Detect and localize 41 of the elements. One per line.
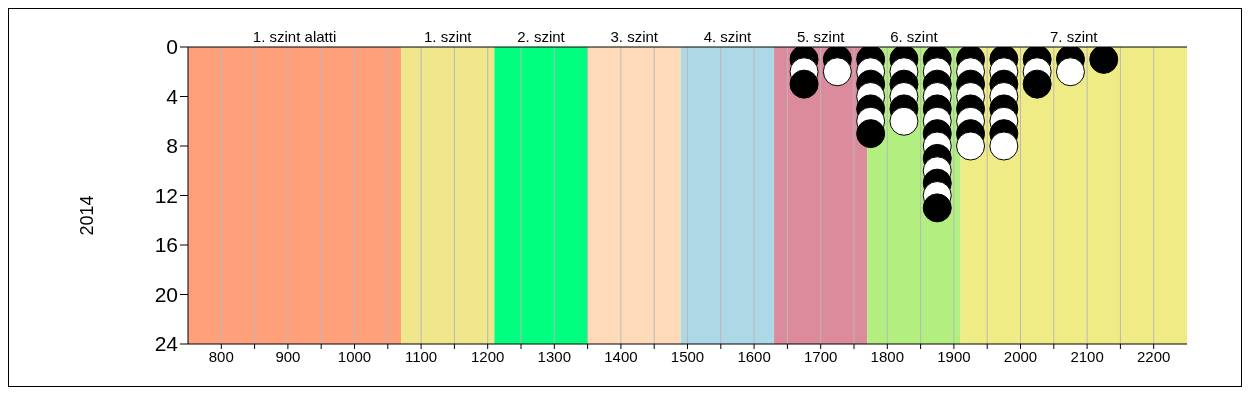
x-tick-label: 1500 [670,347,705,365]
band-label: 1. szint [423,28,473,45]
x-tick-label: 1700 [804,347,838,365]
point [856,119,886,149]
y-axis-title: 2014 [77,195,98,236]
point [822,57,852,87]
x-tick-label: 1300 [537,347,571,365]
x-tick-label: 2200 [1137,347,1171,365]
band-label: 1. szint alatti [252,28,337,45]
point [789,69,819,99]
y-tick-label: 16 [154,233,178,257]
x-tick-label: 900 [275,347,301,365]
x-tick-label: 1400 [604,347,638,365]
band-label: 3. szint [610,28,659,45]
y-tick-label: 12 [154,183,178,207]
y-tick-label: 8 [166,134,178,158]
point [956,131,986,161]
x-tick-label: 2000 [1003,347,1038,365]
point [1055,57,1085,87]
y-tick-label: 20 [154,282,178,306]
point [989,131,1019,161]
point [922,193,952,223]
y-tick-label: 24 [154,332,179,356]
x-tick-label: 1900 [937,347,971,365]
x-tick-label: 1100 [404,347,438,365]
point [1022,69,1052,99]
y-tick-label: 4 [166,84,179,108]
x-tick-label: 1000 [337,347,372,365]
x-tick-label: 1800 [870,347,904,365]
point [889,106,919,136]
x-tick-label: 1600 [737,347,771,365]
x-tick-label: 800 [208,347,234,365]
band-label: 5. szint [796,28,846,45]
band-label: 7. szint [1050,28,1099,45]
x-tick-label: 2100 [1070,347,1104,365]
y-tick-label: 0 [166,35,178,59]
band-label: 4. szint [703,28,753,45]
band-label: 6. szint [890,28,939,45]
band-label: 2. szint [517,28,566,45]
point [1089,47,1119,74]
x-tick-label: 1200 [471,347,505,365]
